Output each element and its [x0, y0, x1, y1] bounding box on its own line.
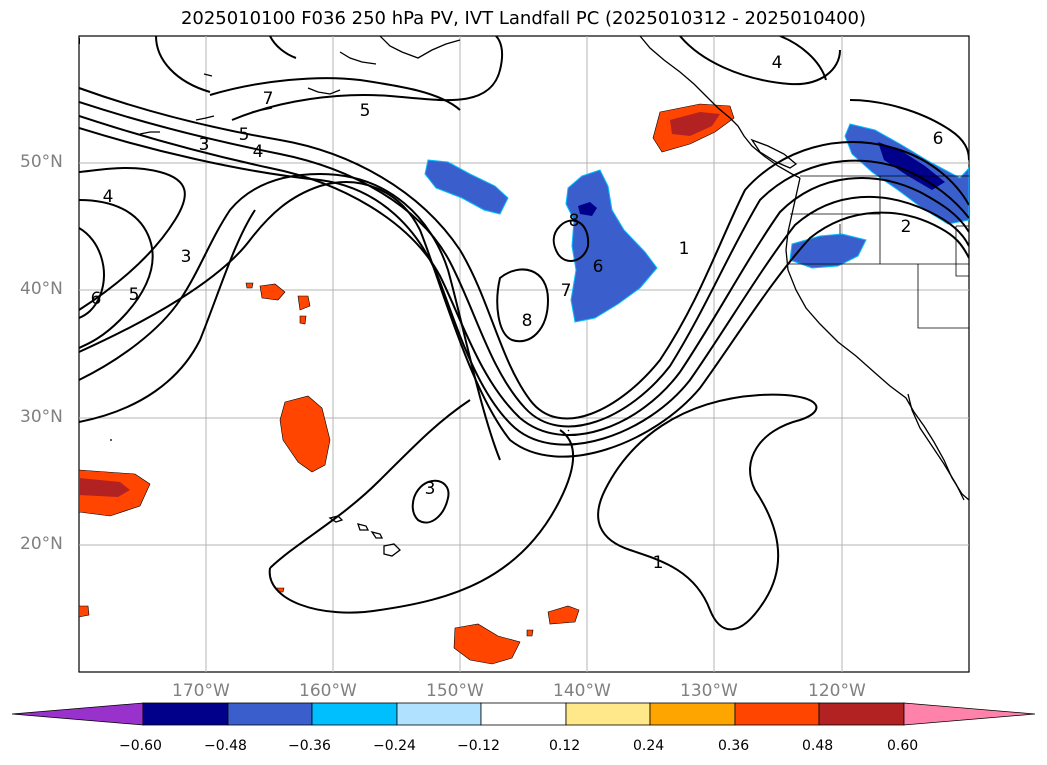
- shade-neg-central-core: [578, 202, 597, 216]
- contour-label: 5: [129, 285, 140, 305]
- contour-label: 6: [933, 129, 944, 149]
- colorbar-tick-label: 0.48: [802, 738, 834, 754]
- shade-neg-north-central: [424, 159, 509, 215]
- colorbar-tick-label: −0.24: [373, 738, 416, 754]
- colorbar-bin: [480, 702, 567, 726]
- pv-contours: [79, 36, 969, 631]
- colorbar-bin: [396, 702, 482, 726]
- map-title: 2025010100 F036 250 hPa PV, IVT Landfall…: [180, 8, 867, 29]
- colorbar-bin: [818, 702, 905, 726]
- shade-pos-west-edge-core: [79, 478, 130, 497]
- contour-label: 5: [360, 101, 371, 121]
- graticule: [79, 36, 969, 672]
- colorbar-high-extend: [903, 702, 1036, 726]
- lat-label: 20°N: [20, 534, 63, 554]
- shade-pos-southwest: [79, 605, 90, 618]
- shade-pos-tiny-2: [526, 629, 534, 637]
- lon-label: 170°W: [172, 681, 230, 701]
- lon-label: 160°W: [299, 681, 357, 701]
- colorbar-tick-label: 0.60: [887, 738, 919, 754]
- contour-label: 3: [181, 247, 192, 267]
- shade-pos-south: [453, 623, 521, 665]
- colorbar-tick-label: 0.12: [549, 738, 581, 754]
- colorbar-low-extend: [11, 702, 144, 726]
- contour-label: 1: [653, 553, 664, 573]
- contour-label: 3: [425, 479, 436, 499]
- contour-label: 4: [103, 187, 114, 207]
- colorbar-tick-label: −0.12: [457, 738, 500, 754]
- shade-pos-small-4: [245, 282, 254, 289]
- contour-label: 4: [253, 142, 264, 162]
- colorbar-bin: [649, 702, 736, 726]
- lat-label: 50°N: [20, 152, 63, 172]
- contour-label: 5: [239, 125, 250, 145]
- contour-label: 4: [772, 53, 783, 73]
- shade-pos-south-east: [547, 605, 580, 625]
- shade-neg-coast: [789, 233, 867, 269]
- lon-label: 120°W: [808, 681, 866, 701]
- shade-pos-northeast-core: [670, 112, 720, 136]
- contour-label: 6: [91, 289, 102, 309]
- contour-label: 8: [569, 211, 580, 231]
- colorbar-tick-label: −0.36: [288, 738, 331, 754]
- shade-pos-central: [279, 395, 331, 473]
- map-frame: [78, 35, 970, 673]
- contour-label: 7: [263, 89, 274, 109]
- colorbar-bin: [311, 702, 398, 726]
- shade-pos-small-2: [297, 295, 311, 311]
- lon-label: 130°W: [680, 681, 738, 701]
- shade-neg-northeast-core: [878, 142, 945, 190]
- lat-label: 40°N: [20, 279, 63, 299]
- contour-label: 8: [522, 311, 533, 331]
- colorbar-bin: [565, 702, 651, 726]
- lon-label: 150°W: [426, 681, 484, 701]
- colorbar-bin: [734, 702, 820, 726]
- contour-label: 2: [901, 217, 912, 237]
- colorbar-tick-label: 0.36: [718, 738, 750, 754]
- negative-pc-shading: [424, 123, 969, 323]
- contour-label: 6: [593, 257, 604, 277]
- lat-label: 30°N: [20, 407, 63, 427]
- colorbar-bin: [227, 702, 313, 726]
- shade-pos-small-1: [259, 283, 286, 301]
- colorbar: [11, 702, 1036, 726]
- colorbar-bin: [142, 702, 229, 726]
- positive-pc-shading: [79, 103, 735, 665]
- contour-label: 7: [561, 281, 572, 301]
- contour-label: 3: [199, 135, 210, 155]
- lon-label: 140°W: [553, 681, 611, 701]
- contour-label: 1: [679, 239, 690, 259]
- colorbar-tick-label: 0.24: [633, 738, 665, 754]
- shade-pos-small-3: [299, 315, 307, 325]
- colorbar-tick-label: −0.48: [204, 738, 247, 754]
- contour-labels: 7 5 5 4 3 4 3 6 5 8 6 8 7 1 3 1 4 6 2: [91, 53, 944, 573]
- colorbar-tick-label: −0.60: [119, 738, 162, 754]
